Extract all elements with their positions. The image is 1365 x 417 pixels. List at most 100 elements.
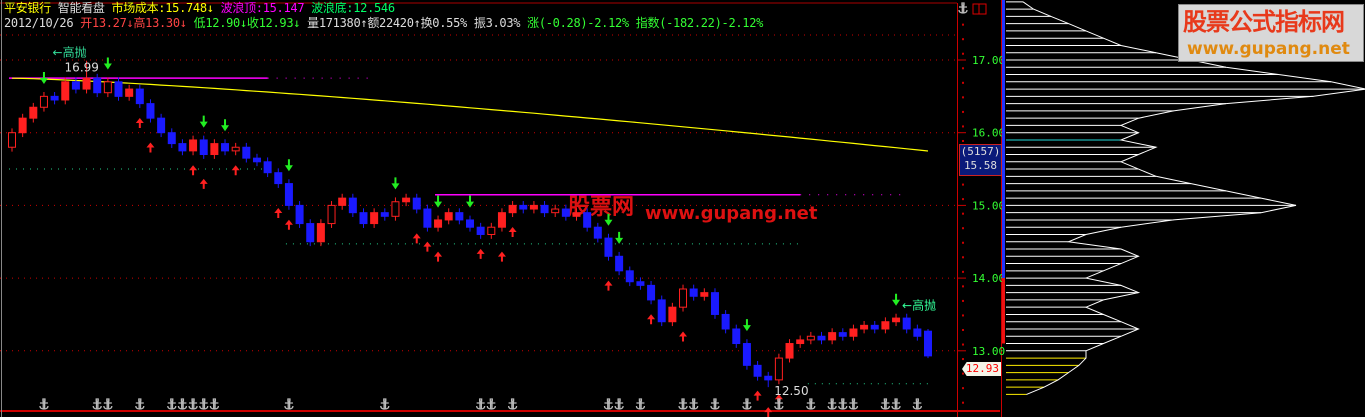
turnover-label: 换 (420, 16, 433, 30)
volume-value: 171380 (318, 16, 361, 30)
buy-arrow-icon (135, 117, 144, 128)
candle-up (444, 212, 453, 221)
candle-down (647, 284, 656, 301)
axis-minor-tick (962, 139, 964, 142)
anchor-icon (827, 398, 837, 410)
buy-arrow-icon (189, 165, 198, 176)
change-value: (-0.28)-2.12% (538, 16, 629, 30)
candle-down (902, 317, 911, 330)
open-value: 13.27 (91, 16, 127, 30)
candle-up (61, 81, 70, 101)
buy-arrow-icon (508, 227, 517, 238)
amount-value: 22420 (379, 16, 414, 30)
wave-top-label: 波浪顶: (220, 1, 263, 15)
candle-down (306, 223, 315, 243)
anchor-icon (806, 398, 816, 410)
market-cost-value: 15.748 (165, 1, 207, 15)
anchor-icon (209, 398, 220, 410)
annotation-label: 16.99 (65, 61, 99, 75)
buy-arrow-icon (434, 251, 443, 262)
candle-up (529, 204, 538, 210)
anchor-icon (188, 398, 198, 410)
annotation-label: 12.50 (774, 384, 808, 398)
axis-minor-tick (962, 358, 964, 361)
candle-up (8, 132, 16, 148)
candle-up (892, 317, 901, 323)
wave-bottom-value: 12.546 (353, 1, 395, 15)
turnover-value: 0.55% (432, 16, 467, 30)
candle-down (252, 157, 261, 163)
anchor-icon (177, 398, 188, 410)
axis-minor-tick (962, 343, 964, 346)
axis-minor-tick (962, 23, 964, 26)
axis-label: 17.00 (972, 54, 1005, 67)
candle-down (284, 183, 293, 206)
sell-arrow-icon (221, 119, 230, 132)
candle-down (135, 88, 144, 105)
annotation-label: ←高抛 (902, 298, 936, 313)
sell-arrow-icon (103, 57, 112, 70)
candle-down (764, 375, 773, 381)
candle-up (668, 306, 677, 323)
anchor-icon (678, 398, 688, 410)
high-value: 13.30 (145, 16, 180, 30)
market-cost-line (11, 77, 929, 152)
buy-arrow-icon (274, 207, 283, 218)
up-arrow-icon: ↑ (360, 16, 368, 30)
candle-down (615, 255, 624, 272)
axis-minor-tick (962, 314, 964, 317)
candle-down (359, 212, 368, 225)
candle-up (551, 208, 560, 214)
watermark-logo: 股票公式指标网 www.gupang.net (1178, 4, 1364, 62)
candle-up (700, 292, 709, 297)
index-label: 指数 (635, 16, 660, 30)
anchor-icon (710, 398, 720, 410)
anchor-icon (380, 398, 390, 410)
anchor-icon (603, 398, 614, 410)
anchor-icon (507, 398, 518, 410)
candle-up (487, 226, 496, 235)
axis-label: 15.00 (972, 199, 1005, 212)
close-label: 收 (246, 16, 259, 30)
axis-minor-tick (962, 328, 964, 331)
cursor-count: (5157) (960, 145, 1001, 158)
anchor-icon (103, 398, 113, 410)
anchor-icon (284, 398, 294, 410)
candle-down (380, 212, 389, 217)
change-label: 涨 (527, 16, 539, 30)
wave-bottom-label: 波浪底: (311, 1, 354, 15)
candle-down (412, 197, 421, 210)
candle-up (210, 143, 219, 156)
candle-up (125, 88, 134, 97)
candle-down (540, 204, 549, 214)
candle-down (636, 281, 645, 286)
axis-minor-tick (962, 110, 964, 113)
sell-arrow-icon (39, 71, 48, 84)
anchor-icon (848, 398, 859, 410)
candle-up (828, 332, 837, 341)
candle-up (881, 321, 890, 330)
candle-down (93, 77, 102, 94)
down-arrow-icon: ↓ (126, 16, 134, 30)
date: 2012/10/26 (4, 16, 74, 30)
down-arrow-icon: ↓ (239, 16, 247, 30)
anchor-icon (912, 398, 922, 410)
buy-arrow-icon (412, 233, 421, 244)
axis-minor-tick (962, 270, 964, 273)
candle-down (838, 332, 847, 337)
axis-minor-tick (962, 227, 964, 230)
candle-up (434, 219, 443, 228)
up-arrow-icon: ↑ (413, 16, 421, 30)
anchor-icon (689, 398, 699, 410)
volume-profile-outline (1022, 1, 1365, 395)
candle-up (189, 139, 198, 152)
down-arrow-icon: ↓ (293, 16, 301, 30)
candle-down (721, 313, 730, 330)
candle-down (221, 143, 230, 152)
anchor-icon (742, 398, 752, 410)
amplitude-value: 3.03% (485, 16, 521, 30)
candle-down (561, 208, 570, 217)
axis-minor-tick (962, 212, 964, 215)
candle-down (710, 292, 719, 315)
